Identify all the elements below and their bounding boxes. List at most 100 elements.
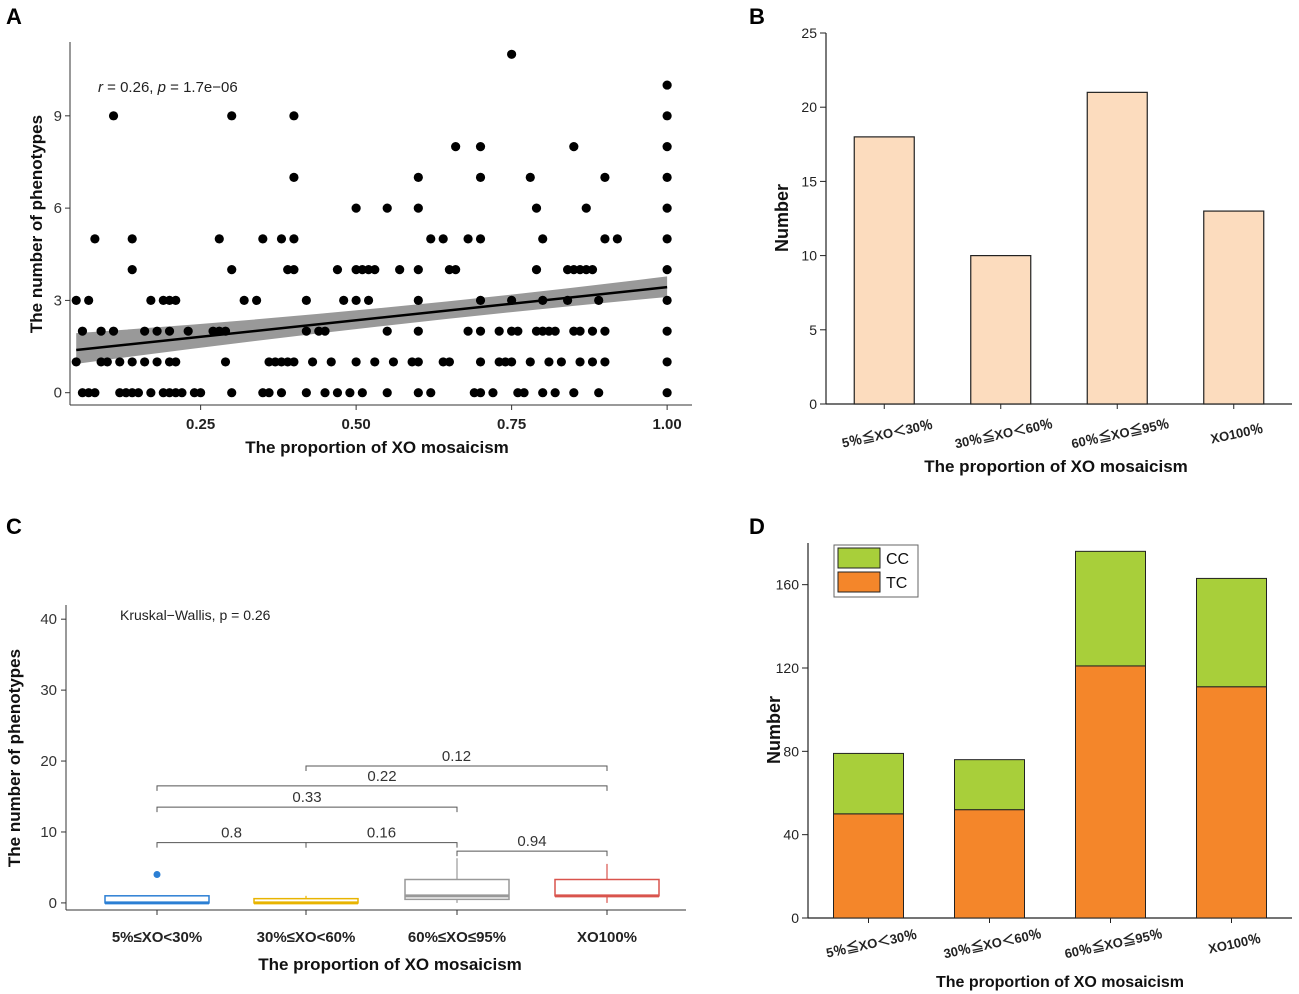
x-tick-label: 1.00 (653, 416, 682, 433)
data-point (575, 357, 585, 367)
data-point (108, 326, 119, 336)
data-point (475, 234, 486, 244)
bar-segment-cc (954, 759, 1025, 811)
data-point (84, 295, 94, 306)
y-tick-label: 160 (776, 577, 800, 593)
y-tick-label: 3 (54, 292, 62, 309)
test-annotation: Kruskal−Wallis, p = 0.26 (120, 607, 271, 623)
data-point (345, 388, 355, 398)
bar-segment-cc (833, 752, 904, 815)
p-symbol: p (157, 79, 166, 96)
data-point (538, 234, 548, 244)
data-point (289, 265, 299, 275)
data-point (370, 265, 380, 275)
x-tick-label: XO100% (577, 929, 637, 946)
y-axis-title: Number (764, 696, 784, 764)
data-point (594, 388, 604, 398)
data-point (320, 326, 330, 336)
bar (1086, 91, 1148, 405)
data-point (600, 172, 610, 182)
data-point (587, 326, 598, 336)
x-tick-label: 30％≦XO＜60％ (942, 926, 1043, 961)
comparison-p-value: 0.16 (367, 825, 396, 842)
data-point (127, 234, 137, 244)
data-point (382, 203, 392, 213)
data-point (326, 357, 336, 367)
panel-c: C 0 10 20 30 40 5%≤XO<30% 30%≤XO<60% 60%≤XO≤95% X… (5, 514, 686, 974)
x-tick-label: XO100％ (1207, 931, 1262, 957)
data-point (531, 265, 542, 275)
data-point (587, 357, 598, 367)
y-tick-label: 0 (49, 895, 57, 912)
y-tick-label: 30 (40, 682, 57, 699)
data-point (289, 111, 299, 121)
y-tick-label: 25 (801, 25, 817, 41)
data-point (102, 357, 112, 367)
data-point (594, 295, 604, 306)
bar-segment-cc (1196, 577, 1267, 688)
data-point (252, 295, 262, 306)
x-tick-label: 0.75 (497, 416, 526, 433)
data-point (227, 388, 237, 398)
data-point (662, 111, 672, 121)
y-axis-title: The number of phenotypes (27, 115, 46, 333)
x-tick-label: 5％≦XO＜30％ (841, 417, 935, 451)
data-point (662, 388, 672, 398)
data-point (177, 388, 187, 398)
data-point (413, 357, 423, 367)
data-point (413, 388, 423, 398)
r-value: = 0.26, (103, 79, 158, 96)
data-point (164, 326, 175, 336)
data-point (332, 265, 343, 275)
r-symbol: r (98, 79, 104, 96)
data-point (196, 388, 206, 398)
data-point (258, 234, 268, 244)
x-axis-title: The proportion of XO mosaicism (258, 955, 522, 974)
data-point (519, 388, 529, 398)
y-tick-label: 20 (40, 753, 57, 770)
data-point (220, 357, 231, 367)
data-point (531, 203, 542, 213)
box-outlier (153, 871, 161, 879)
y-tick-label: 80 (783, 743, 799, 759)
data-point (426, 388, 436, 398)
data-point (525, 172, 535, 182)
panel-label-d: D (749, 514, 765, 539)
data-point (90, 388, 100, 398)
data-point (127, 357, 137, 367)
data-point (351, 203, 361, 213)
bar-segment-tc (1075, 665, 1146, 919)
data-point (307, 357, 318, 367)
data-point (339, 295, 349, 306)
data-point (463, 326, 473, 336)
data-point (71, 295, 81, 306)
data-point (140, 357, 150, 367)
x-tick-label: 5%≤XO<30% (112, 929, 202, 946)
data-point (538, 388, 548, 398)
bar (853, 136, 915, 405)
data-point (382, 326, 392, 336)
data-point (395, 265, 405, 275)
data-point (513, 326, 523, 336)
data-point (600, 234, 610, 244)
x-tick-label: 30％≦XO＜60％ (953, 416, 1054, 451)
comparison-p-value: 0.33 (292, 789, 321, 806)
bar (970, 255, 1032, 405)
data-point (171, 295, 181, 306)
y-tick-label: 120 (776, 660, 800, 676)
data-point (569, 141, 579, 152)
y-tick-label: 10 (40, 824, 57, 841)
y-tick-label: 0 (809, 396, 817, 412)
data-point (550, 388, 560, 398)
data-point (77, 326, 88, 336)
data-point (96, 326, 106, 336)
panel-label-b: B (749, 4, 765, 29)
data-point (276, 234, 287, 244)
panel-label-c: C (6, 514, 22, 539)
data-point (662, 265, 672, 275)
panel-b: B 0 5 10 15 20 25 5％≦XO＜30％ 30％≦XO＜60％ 60％≦XO≦95％… (749, 4, 1292, 476)
y-axis-title: Number (772, 184, 792, 252)
bar-segment-tc (954, 809, 1025, 919)
y-tick-label: 0 (791, 910, 799, 926)
